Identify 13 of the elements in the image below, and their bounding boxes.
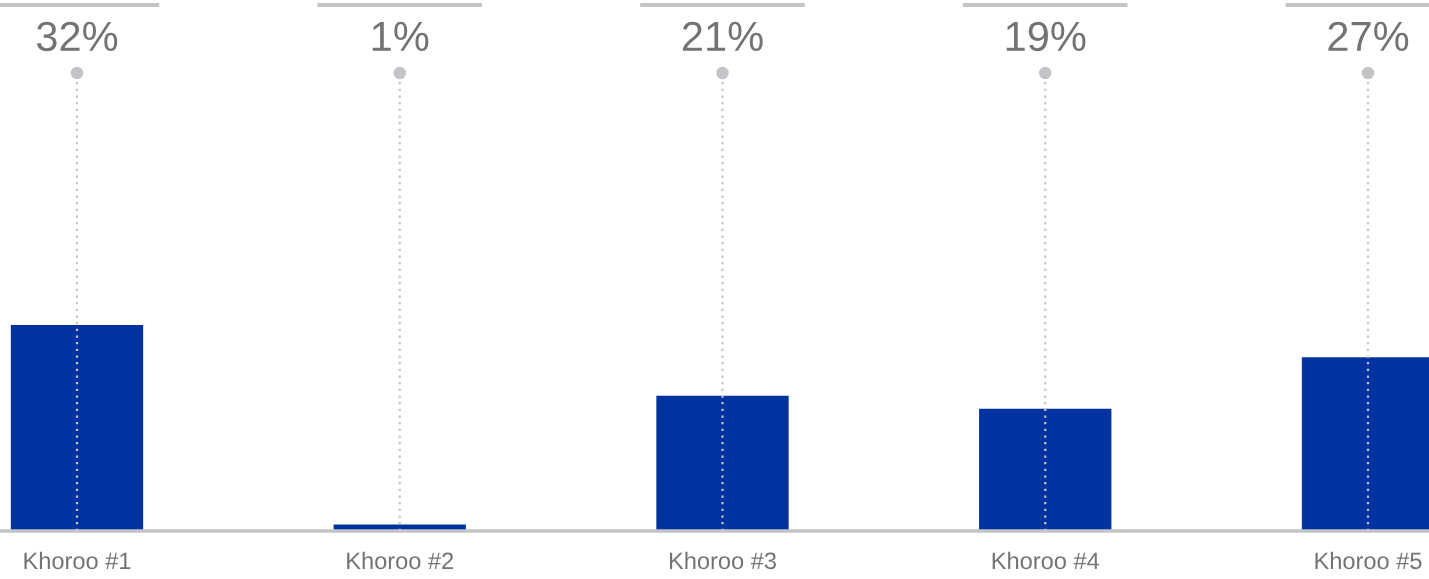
bar [10,325,144,531]
data-label: 27% [1328,21,1409,52]
x-tick-label: Khoroo #4 [992,551,1100,570]
x-tick-label: Khoroo #5 [1315,551,1422,570]
x-tick-label: Khoroo #3 [669,551,776,570]
data-label: 19% [1006,21,1086,52]
data-label: 1% [372,21,429,52]
x-tick-label: Khoroo #1 [24,551,131,570]
bar [656,395,789,531]
data-label: 32% [36,21,118,52]
bar [979,408,1112,531]
x-tick-label: Khoroo #2 [347,551,454,570]
data-label: 21% [682,21,763,52]
